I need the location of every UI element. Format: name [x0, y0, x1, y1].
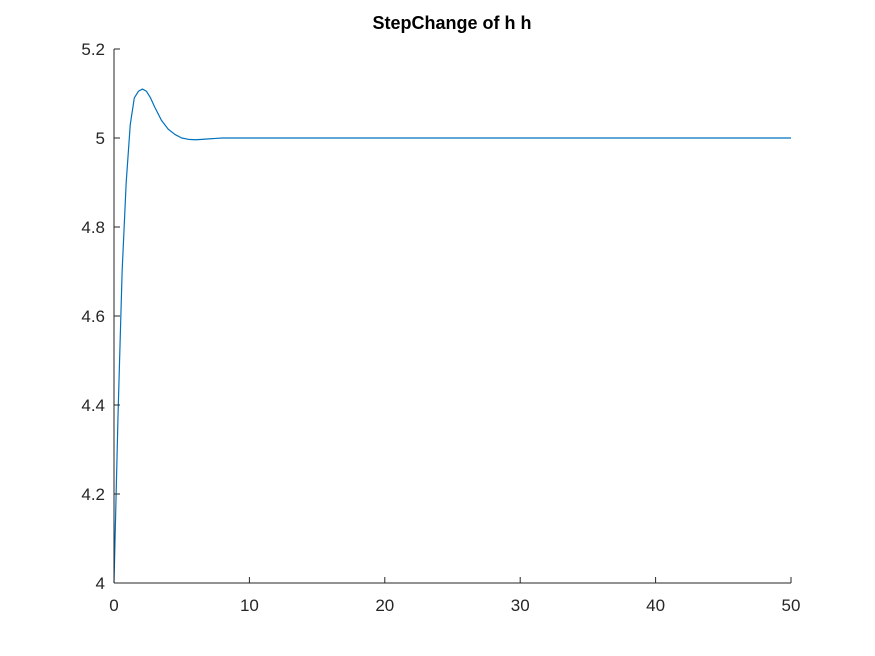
series-line — [113, 88, 791, 584]
y-tick-label: 5.2 — [81, 40, 105, 59]
x-tick-label: 20 — [375, 596, 394, 615]
x-tick-label: 0 — [109, 596, 118, 615]
series-layer — [113, 88, 791, 584]
x-tick-label: 40 — [646, 596, 665, 615]
y-tick-label: 5 — [96, 129, 105, 148]
x-tick-label: 50 — [782, 596, 801, 615]
y-tick-label: 4.4 — [81, 396, 105, 415]
y-tick-label: 4.6 — [81, 307, 105, 326]
x-tick-label: 10 — [240, 596, 259, 615]
y-tick-label: 4.8 — [81, 218, 105, 237]
x-ticks: 0 10 20 30 40 50 — [109, 577, 800, 615]
y-tick-label: 4 — [96, 574, 105, 593]
x-tick-label: 30 — [511, 596, 530, 615]
chart-title: StepChange of h h — [373, 13, 532, 33]
y-tick-label: 4.2 — [81, 485, 105, 504]
plot-background — [114, 49, 791, 583]
y-ticks: 4 4.2 4.4 4.6 4.8 5 5.2 — [81, 40, 120, 593]
